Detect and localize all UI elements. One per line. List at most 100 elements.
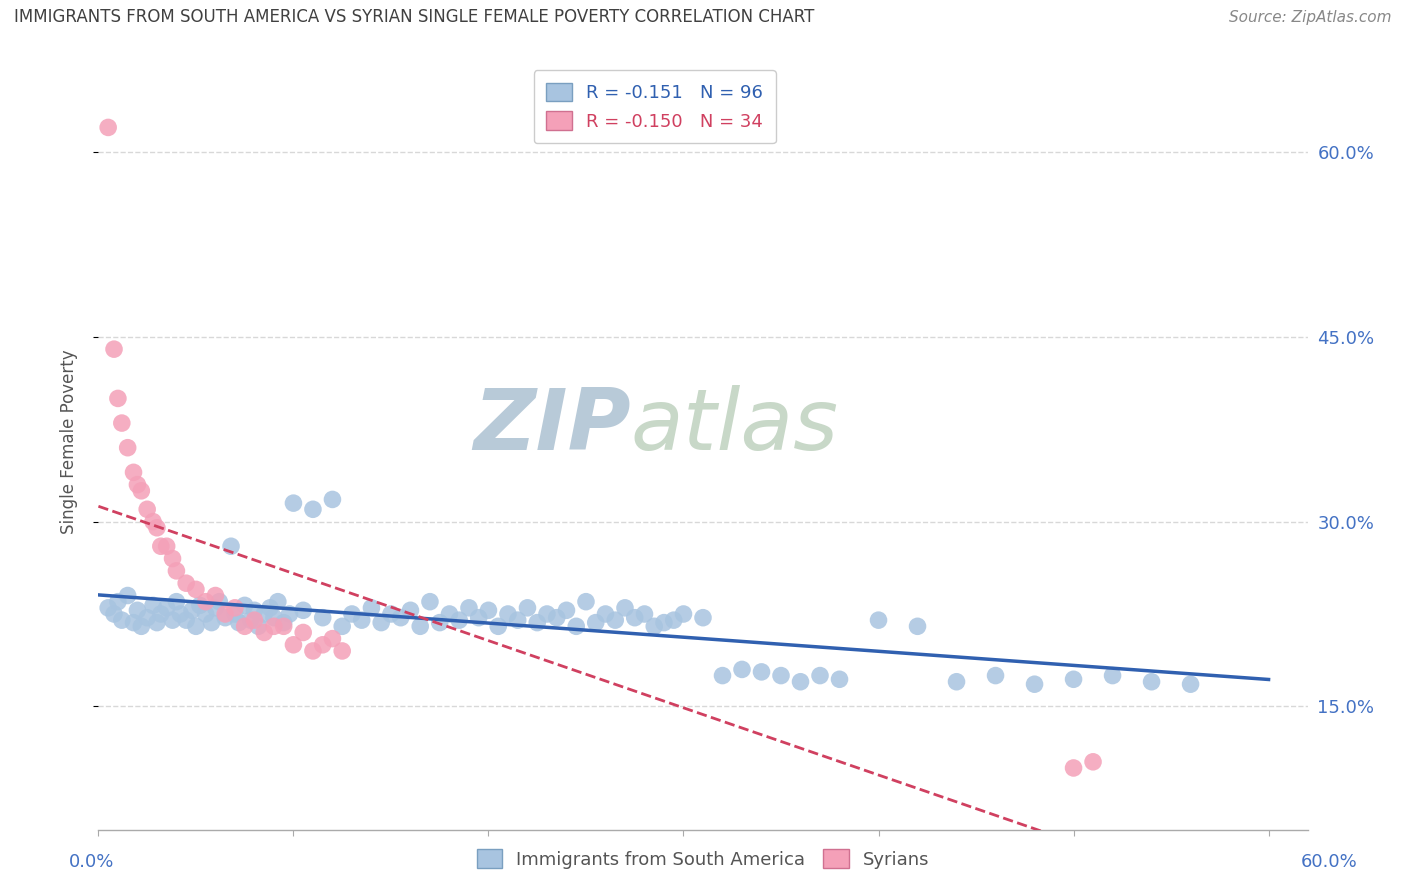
Point — [263, 619, 285, 633]
Point — [97, 120, 120, 135]
Point — [142, 515, 165, 529]
Point — [131, 483, 153, 498]
Point — [194, 595, 217, 609]
Point — [321, 632, 343, 646]
Point — [672, 607, 695, 621]
Point — [243, 603, 266, 617]
Point — [219, 539, 242, 553]
Point — [662, 613, 685, 627]
Point — [1063, 673, 1085, 687]
Point — [399, 603, 422, 617]
Point — [146, 615, 169, 630]
Point — [127, 477, 149, 491]
Point — [162, 551, 184, 566]
Point — [267, 595, 290, 609]
Point — [595, 607, 617, 621]
Point — [169, 607, 191, 621]
Point — [711, 668, 734, 682]
Point — [146, 521, 169, 535]
Point — [370, 615, 392, 630]
Point — [1024, 677, 1046, 691]
Point — [204, 600, 226, 615]
Point — [516, 600, 538, 615]
Point — [808, 668, 831, 682]
Point — [330, 619, 353, 633]
Point — [633, 607, 655, 621]
Point — [984, 668, 1007, 682]
Point — [360, 600, 382, 615]
Point — [536, 607, 558, 621]
Point — [233, 619, 256, 633]
Point — [330, 644, 353, 658]
Point — [253, 625, 276, 640]
Point — [136, 610, 159, 624]
Point — [273, 615, 295, 630]
Point — [555, 603, 578, 617]
Legend: R = -0.151   N = 96, R = -0.150   N = 34: R = -0.151 N = 96, R = -0.150 N = 34 — [534, 70, 776, 144]
Point — [97, 600, 120, 615]
Point — [165, 595, 187, 609]
Point — [259, 600, 281, 615]
Point — [1140, 674, 1163, 689]
Point — [350, 613, 373, 627]
Point — [142, 599, 165, 613]
Point — [214, 610, 236, 624]
Point — [122, 466, 145, 480]
Point — [194, 607, 217, 621]
Text: atlas: atlas — [630, 384, 838, 467]
Point — [614, 600, 637, 615]
Point — [103, 342, 125, 356]
Point — [585, 615, 607, 630]
Point — [789, 674, 811, 689]
Point — [184, 582, 207, 597]
Point — [122, 615, 145, 630]
Point — [477, 603, 499, 617]
Point — [162, 613, 184, 627]
Point — [467, 610, 489, 624]
Point — [623, 610, 645, 624]
Point — [103, 607, 125, 621]
Point — [321, 492, 343, 507]
Point — [575, 595, 598, 609]
Point — [156, 600, 179, 615]
Point — [565, 619, 588, 633]
Point — [278, 607, 301, 621]
Point — [1081, 755, 1104, 769]
Point — [111, 416, 134, 430]
Point — [1063, 761, 1085, 775]
Point — [181, 603, 204, 617]
Point — [439, 607, 461, 621]
Point — [429, 615, 451, 630]
Y-axis label: Single Female Poverty: Single Female Poverty — [59, 350, 77, 533]
Point — [449, 613, 471, 627]
Point — [188, 599, 211, 613]
Point — [156, 539, 179, 553]
Point — [117, 589, 139, 603]
Point — [1180, 677, 1202, 691]
Point — [224, 600, 246, 615]
Text: 0.0%: 0.0% — [69, 853, 114, 871]
Point — [107, 595, 129, 609]
Point — [496, 607, 519, 621]
Point — [111, 613, 134, 627]
Point — [136, 502, 159, 516]
Point — [224, 607, 246, 621]
Point — [380, 607, 402, 621]
Point — [149, 607, 172, 621]
Point — [117, 441, 139, 455]
Point — [652, 615, 675, 630]
Point — [506, 613, 529, 627]
Point — [409, 619, 432, 633]
Point — [247, 619, 270, 633]
Point — [233, 599, 256, 613]
Point — [302, 644, 325, 658]
Text: IMMIGRANTS FROM SOUTH AMERICA VS SYRIAN SINGLE FEMALE POVERTY CORRELATION CHART: IMMIGRANTS FROM SOUTH AMERICA VS SYRIAN … — [14, 8, 814, 26]
Point — [1101, 668, 1123, 682]
Point — [131, 619, 153, 633]
Text: ZIP: ZIP — [472, 384, 630, 467]
Point — [243, 613, 266, 627]
Point — [907, 619, 929, 633]
Point — [692, 610, 714, 624]
Point — [107, 392, 129, 406]
Point — [228, 615, 250, 630]
